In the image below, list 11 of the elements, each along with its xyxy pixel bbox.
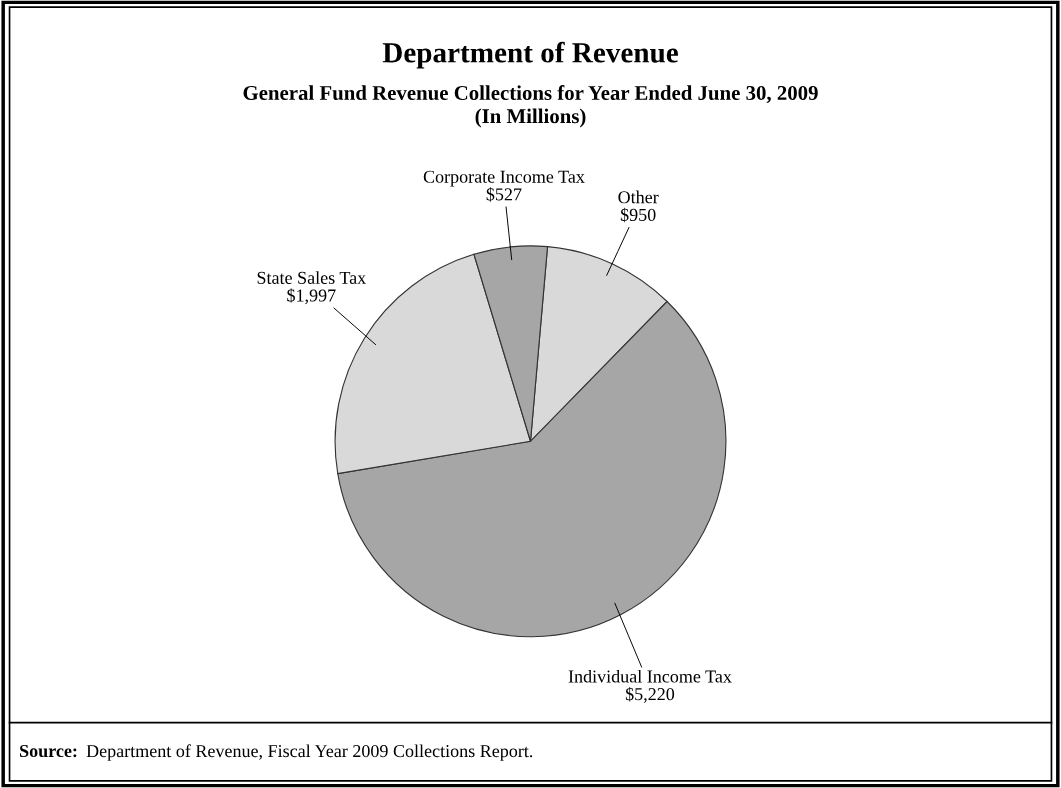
data-label: $5,220 bbox=[625, 686, 675, 703]
data-label: $527 bbox=[486, 187, 522, 202]
data-label: $950 bbox=[620, 207, 656, 223]
chart-subtitle: General Fund Revenue Collections for Year Ended June 30, 2009 (In Millions) bbox=[243, 85, 818, 128]
slice-label: Other bbox=[618, 190, 659, 204]
slice-label: Corporate Income Tax bbox=[423, 170, 585, 187]
data-label: $1,997 bbox=[287, 288, 336, 305]
slice-label: State Sales Tax bbox=[257, 271, 366, 284]
slice-label: Individual Income Tax bbox=[568, 669, 732, 683]
source-note: Source: Department of Revenue, Fiscal Year 2009 Collections Report. bbox=[20, 744, 533, 761]
chart-title: Department of Revenue bbox=[382, 41, 678, 69]
